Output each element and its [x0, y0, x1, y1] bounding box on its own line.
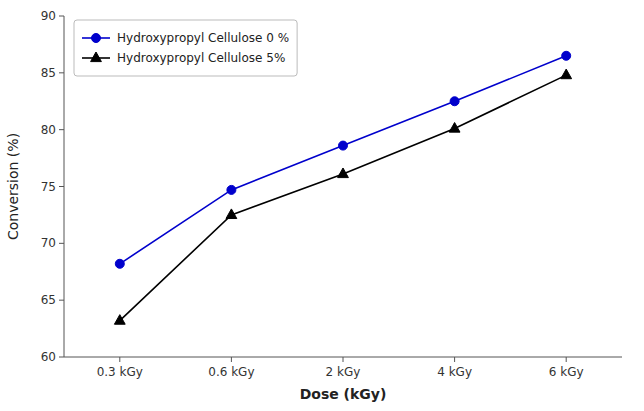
marker — [562, 51, 571, 60]
y-tick-label: 90 — [41, 9, 56, 23]
marker — [227, 185, 236, 194]
x-tick — [343, 357, 344, 362]
x-tick — [231, 357, 232, 362]
y-tick — [59, 129, 64, 130]
y-tick — [59, 16, 64, 17]
y-tick-label: 70 — [41, 236, 56, 250]
x-tick — [566, 357, 567, 362]
marker — [339, 141, 348, 150]
legend-label: Hydroxypropyl Cellulose 5% — [117, 51, 285, 65]
legend-marker — [92, 34, 101, 43]
x-tick-label: 0.6 kGy — [208, 365, 254, 379]
x-tick — [454, 357, 455, 362]
legend-marker — [91, 52, 102, 62]
y-tick-label: 80 — [41, 123, 56, 137]
x-tick-label: 2 kGy — [326, 365, 361, 379]
series-line — [120, 75, 566, 321]
x-tick-label: 0.3 kGy — [97, 365, 143, 379]
x-tick-label: 6 kGy — [549, 365, 584, 379]
plot-area — [114, 51, 571, 324]
marker — [115, 259, 124, 268]
legend-label: Hydroxypropyl Cellulose 0 % — [117, 31, 289, 45]
y-tick — [59, 72, 64, 73]
y-tick — [59, 357, 64, 358]
y-tick — [59, 186, 64, 187]
y-axis-label: Conversion (%) — [5, 133, 21, 240]
marker — [450, 97, 459, 106]
marker — [338, 168, 349, 178]
y-tick — [59, 243, 64, 244]
y-tick-label: 75 — [41, 180, 56, 194]
legend: Hydroxypropyl Cellulose 0 % Hydroxypropyl… — [74, 20, 297, 76]
y-tick-label: 65 — [41, 293, 56, 307]
x-tick — [119, 357, 120, 362]
legend-box — [74, 20, 297, 76]
series-line — [120, 56, 566, 264]
marker — [114, 315, 125, 325]
x-tick-label: 4 kGy — [437, 365, 472, 379]
marker — [226, 209, 237, 219]
y-tick — [59, 300, 64, 301]
marker — [561, 69, 572, 79]
y-tick-label: 85 — [41, 66, 56, 80]
marker — [449, 123, 460, 133]
chart: 60 65 70 75 80 85 90 0.3 kGy 0.6 kGy 2 kGy 4 kGy 6 … — [0, 0, 644, 411]
y-tick-label: 60 — [41, 350, 56, 364]
x-axis-label: Dose (kGy) — [300, 386, 387, 402]
